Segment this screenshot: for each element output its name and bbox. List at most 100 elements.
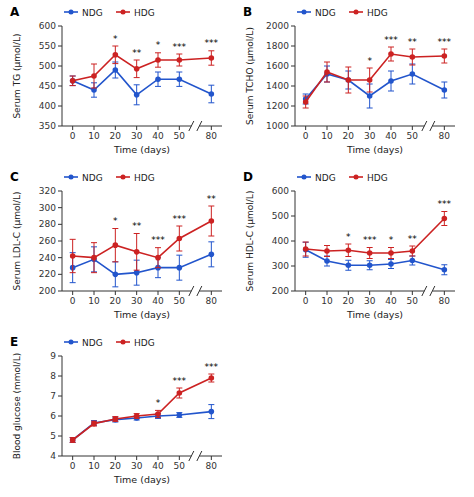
y-tick-label: 1200 — [266, 101, 289, 111]
y-tick — [58, 106, 62, 107]
plot-area — [303, 212, 448, 275]
y-tick-label: 200 — [39, 286, 56, 296]
axis-break — [430, 121, 435, 131]
error-cap — [91, 88, 97, 89]
x-tick-label: 30 — [364, 296, 376, 306]
marker — [209, 375, 215, 381]
axis-break — [189, 286, 194, 296]
series-line — [73, 378, 212, 440]
error-cap — [367, 260, 373, 261]
x-tick — [444, 126, 445, 130]
marker — [410, 258, 416, 264]
error-cap — [176, 398, 182, 399]
error-cap — [208, 206, 214, 207]
marker — [70, 437, 76, 443]
y-tick — [58, 257, 62, 258]
x-axis-label: Time (days) — [113, 474, 170, 485]
legend-marker — [69, 340, 74, 345]
x-tick-label: 10 — [321, 131, 333, 141]
y-tick — [58, 207, 62, 208]
error-cap — [367, 68, 373, 69]
error-cap — [112, 228, 118, 229]
error-cap — [155, 86, 161, 87]
legend-marker — [354, 175, 359, 180]
x-tick — [327, 291, 328, 295]
error-cap — [70, 85, 76, 86]
error-cap — [155, 410, 161, 411]
y-tick — [58, 274, 62, 275]
figure: A350400450500550600Serum TG (μmol/L)0102… — [0, 0, 474, 497]
error-cap — [70, 85, 76, 86]
y-axis-label: Serum TCHO (μmol/L) — [245, 27, 255, 125]
series-line — [73, 55, 212, 81]
y-tick-label: 500 — [272, 211, 289, 221]
annotation: ** — [132, 221, 142, 231]
marker — [70, 78, 76, 84]
marker — [410, 71, 416, 77]
legend-label: HDG — [367, 8, 388, 18]
legend-label: NDG — [82, 338, 103, 348]
y-tick — [291, 216, 295, 217]
marker — [113, 417, 119, 423]
series-line — [73, 70, 212, 95]
x-tick-label: 10 — [88, 131, 100, 141]
marker — [113, 416, 119, 422]
error-cap — [155, 417, 161, 418]
y-axis — [62, 26, 63, 126]
error-cap — [208, 266, 214, 267]
marker — [177, 265, 183, 271]
y-tick-label: 350 — [39, 121, 56, 131]
marker — [209, 252, 215, 258]
axis-break — [189, 451, 194, 461]
x-tick-label: 30 — [131, 296, 143, 306]
y-tick-label: 300 — [39, 203, 56, 213]
marker — [367, 250, 373, 256]
annotation: ** — [408, 234, 418, 244]
x-tick — [211, 126, 212, 130]
marker — [177, 412, 183, 418]
error-cap — [155, 52, 161, 53]
marker — [303, 246, 309, 252]
y-axis — [295, 26, 296, 126]
y-tick-label: 1800 — [266, 41, 289, 51]
axis-break — [189, 121, 194, 131]
plot-area — [303, 47, 448, 108]
y-tick — [58, 396, 62, 397]
error-cap — [176, 226, 182, 227]
error-cap — [176, 66, 182, 67]
y-tick-label: 550 — [39, 41, 56, 51]
marker — [113, 52, 119, 58]
y-tick-label: 5 — [50, 431, 56, 441]
x-tick — [369, 291, 370, 295]
legend-marker — [302, 10, 307, 15]
y-axis-label: Serum HDL-C (μmol/L) — [245, 191, 255, 292]
x-tick — [305, 126, 306, 130]
error-cap — [70, 272, 76, 273]
error-cap — [112, 63, 118, 64]
annotation: * — [156, 40, 161, 50]
error-cap — [112, 286, 118, 287]
error-cap — [176, 86, 182, 87]
x-tick — [115, 456, 116, 460]
error-cap — [367, 247, 373, 248]
panel-label: D — [243, 170, 253, 184]
error-cap — [134, 77, 140, 78]
legend-marker — [121, 340, 126, 345]
axis-break — [422, 286, 427, 296]
y-tick — [58, 376, 62, 377]
x-tick-label: 50 — [407, 131, 419, 141]
x-axis — [62, 291, 191, 292]
x-tick-label: 30 — [364, 131, 376, 141]
y-tick — [291, 126, 295, 127]
x-tick — [72, 456, 73, 460]
x-tick-label: 0 — [70, 131, 76, 141]
y-tick-label: 400 — [272, 236, 289, 246]
error-cap — [367, 269, 373, 270]
y-tick-label: 240 — [39, 253, 56, 263]
error-cap — [388, 268, 394, 269]
x-tick-label: 40 — [152, 461, 164, 471]
x-tick-label: 40 — [152, 296, 164, 306]
error-cap — [91, 272, 97, 273]
y-tick — [58, 66, 62, 67]
error-cap — [112, 46, 118, 47]
